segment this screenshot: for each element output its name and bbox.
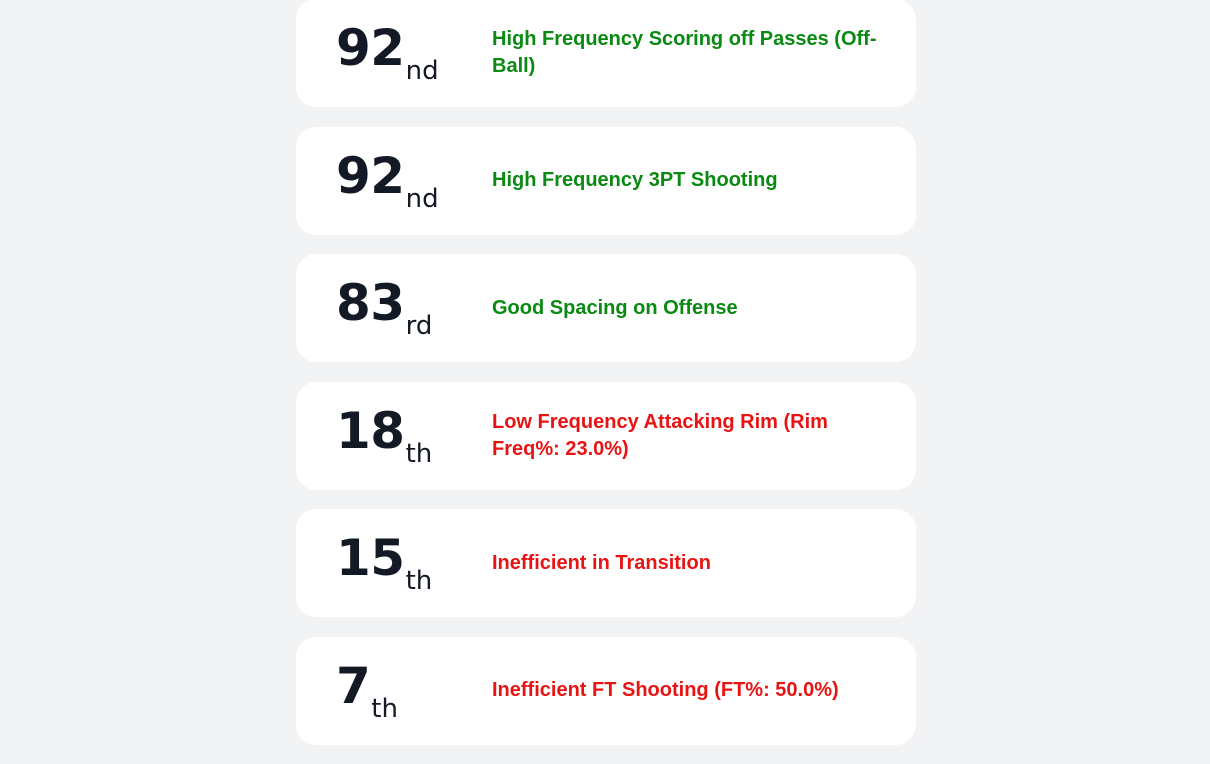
percentile-label: High Frequency 3PT Shooting (492, 169, 778, 191)
percentile-number: 92 (336, 19, 405, 77)
percentile-suffix: nd (405, 56, 439, 86)
percentile-suffix: nd (405, 183, 439, 214)
percentile-number: 92 (336, 146, 405, 205)
percentile-label: Good Spacing on Offense (492, 296, 738, 319)
percentile-card: 15th Inefficient in Transition (296, 509, 916, 617)
percentile-number: 83 (336, 274, 405, 332)
percentile-label: High Frequency Scoring off Passes (Off-B… (492, 28, 877, 77)
percentile-value: 18th (336, 406, 432, 467)
percentile-value: 92nd (336, 151, 439, 212)
percentile-value: 15th (336, 533, 432, 594)
percentile-label: Inefficient in Transition (492, 551, 711, 574)
percentile-card: 92nd High Frequency Scoring off Passes (… (296, 0, 916, 107)
percentile-label: Low Frequency Attacking Rim (Rim Freq%: … (492, 410, 828, 460)
percentile-suffix: th (405, 438, 433, 469)
percentile-value: 83rd (336, 278, 432, 339)
percentile-value: 92nd (336, 23, 439, 84)
percentile-card-list: 92nd High Frequency Scoring off Passes (… (296, 0, 916, 764)
percentile-label: Inefficient FT Shooting (FT%: 50.0%) (492, 679, 839, 701)
percentile-suffix: th (371, 693, 398, 724)
percentile-suffix: rd (405, 311, 433, 341)
percentile-number: 7 (336, 656, 371, 715)
percentile-suffix: th (405, 566, 433, 596)
percentile-card: 83rd Good Spacing on Offense (296, 254, 916, 362)
percentile-card: 18th Low Frequency Attacking Rim (Rim Fr… (296, 381, 916, 490)
percentile-number: 18 (336, 401, 405, 460)
percentile-number: 15 (336, 529, 405, 587)
percentile-card: 92nd High Frequency 3PT Shooting (296, 126, 916, 235)
percentile-value: 7th (336, 661, 398, 722)
percentile-card: 7th Inefficient FT Shooting (FT%: 50.0%) (296, 636, 916, 745)
